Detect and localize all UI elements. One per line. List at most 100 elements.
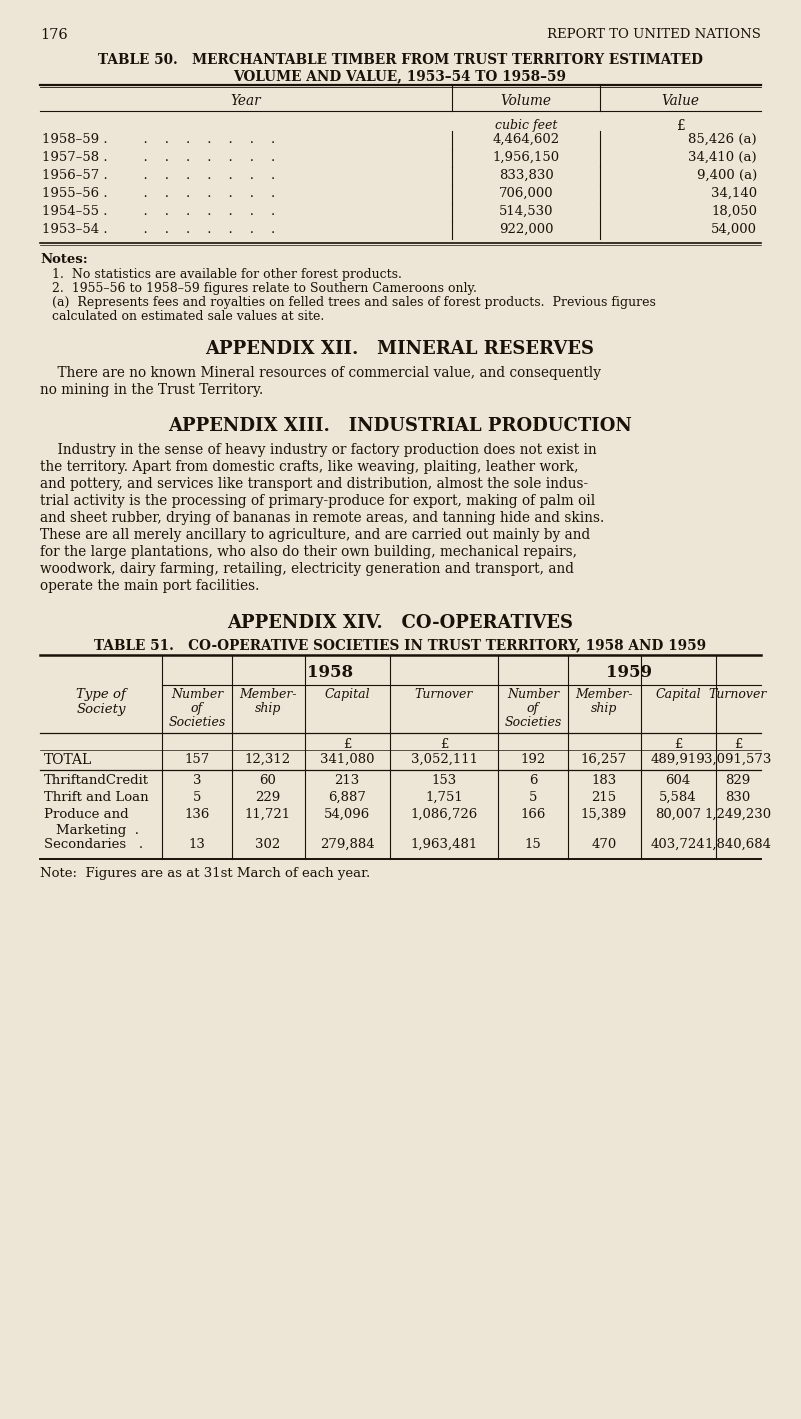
Text: 229: 229 bbox=[256, 790, 280, 805]
Text: .    .    .    .    .    .    .: . . . . . . . bbox=[135, 204, 276, 219]
Text: 6,887: 6,887 bbox=[328, 790, 366, 805]
Text: 166: 166 bbox=[521, 807, 545, 822]
Text: REPORT TO UNITED NATIONS: REPORT TO UNITED NATIONS bbox=[547, 28, 761, 41]
Text: APPENDIX XIV.   CO-OPERATIVES: APPENDIX XIV. CO-OPERATIVES bbox=[227, 614, 573, 631]
Text: 157: 157 bbox=[184, 753, 210, 766]
Text: 341,080: 341,080 bbox=[320, 753, 374, 766]
Text: 18,050: 18,050 bbox=[711, 204, 757, 219]
Text: Volume: Volume bbox=[501, 94, 552, 108]
Text: APPENDIX XII.   MINERAL RESERVES: APPENDIX XII. MINERAL RESERVES bbox=[206, 341, 594, 358]
Text: of: of bbox=[191, 702, 203, 715]
Text: Society: Society bbox=[76, 702, 126, 717]
Text: 15: 15 bbox=[525, 839, 541, 851]
Text: 1,249,230: 1,249,230 bbox=[704, 807, 771, 822]
Text: the territory. Apart from domestic crafts, like weaving, plaiting, leather work,: the territory. Apart from domestic craft… bbox=[40, 460, 578, 474]
Text: 9,400 (a): 9,400 (a) bbox=[697, 169, 757, 182]
Text: Type of: Type of bbox=[76, 688, 126, 701]
Text: Capital: Capital bbox=[324, 688, 370, 701]
Text: 1,956,150: 1,956,150 bbox=[493, 150, 560, 165]
Text: 60: 60 bbox=[260, 773, 276, 788]
Text: 213: 213 bbox=[334, 773, 360, 788]
Text: 1954–55 .: 1954–55 . bbox=[42, 204, 107, 219]
Text: calculated on estimated sale values at site.: calculated on estimated sale values at s… bbox=[40, 309, 324, 324]
Text: ThriftandCredit: ThriftandCredit bbox=[44, 773, 149, 788]
Text: 6: 6 bbox=[529, 773, 537, 788]
Text: 3: 3 bbox=[193, 773, 201, 788]
Text: 34,140: 34,140 bbox=[710, 187, 757, 200]
Text: TOTAL: TOTAL bbox=[44, 753, 92, 768]
Text: 34,410 (a): 34,410 (a) bbox=[688, 150, 757, 165]
Text: Thrift and Loan: Thrift and Loan bbox=[44, 790, 149, 805]
Text: 1,840,684: 1,840,684 bbox=[705, 839, 771, 851]
Text: 470: 470 bbox=[591, 839, 617, 851]
Text: ship: ship bbox=[591, 702, 618, 715]
Text: 54,000: 54,000 bbox=[711, 223, 757, 236]
Text: Number: Number bbox=[171, 688, 223, 701]
Text: There are no known Mineral resources of commercial value, and consequently: There are no known Mineral resources of … bbox=[40, 366, 601, 380]
Text: 192: 192 bbox=[521, 753, 545, 766]
Text: .    .    .    .    .    .    .: . . . . . . . bbox=[135, 133, 276, 146]
Text: 16,257: 16,257 bbox=[581, 753, 627, 766]
Text: Turnover: Turnover bbox=[415, 688, 473, 701]
Text: TABLE 51.   CO-OPERATIVE SOCIETIES IN TRUST TERRITORY, 1958 AND 1959: TABLE 51. CO-OPERATIVE SOCIETIES IN TRUS… bbox=[94, 639, 706, 651]
Text: 1.  No statistics are available for other forest products.: 1. No statistics are available for other… bbox=[40, 268, 402, 281]
Text: Societies: Societies bbox=[505, 717, 562, 729]
Text: 4,464,602: 4,464,602 bbox=[493, 133, 560, 146]
Text: Notes:: Notes: bbox=[40, 253, 88, 265]
Text: and sheet rubber, drying of bananas in remote areas, and tanning hide and skins.: and sheet rubber, drying of bananas in r… bbox=[40, 511, 604, 525]
Text: 1956–57 .: 1956–57 . bbox=[42, 169, 108, 182]
Text: 3,052,111: 3,052,111 bbox=[410, 753, 477, 766]
Text: .    .    .    .    .    .    .: . . . . . . . bbox=[135, 223, 276, 236]
Text: 1,086,726: 1,086,726 bbox=[410, 807, 477, 822]
Text: 153: 153 bbox=[432, 773, 457, 788]
Text: 5: 5 bbox=[529, 790, 537, 805]
Text: for the large plantations, who also do their own building, mechanical repairs,: for the large plantations, who also do t… bbox=[40, 545, 577, 559]
Text: 489,919: 489,919 bbox=[650, 753, 706, 766]
Text: Value: Value bbox=[661, 94, 699, 108]
Text: Secondaries   .: Secondaries . bbox=[44, 839, 143, 851]
Text: 279,884: 279,884 bbox=[320, 839, 374, 851]
Text: woodwork, dairy farming, retailing, electricity generation and transport, and: woodwork, dairy farming, retailing, elec… bbox=[40, 562, 574, 576]
Text: 215: 215 bbox=[591, 790, 617, 805]
Text: 706,000: 706,000 bbox=[499, 187, 553, 200]
Text: 12,312: 12,312 bbox=[245, 753, 291, 766]
Text: 403,724: 403,724 bbox=[650, 839, 706, 851]
Text: 3,091,573: 3,091,573 bbox=[704, 753, 771, 766]
Text: 1958–59 .: 1958–59 . bbox=[42, 133, 107, 146]
Text: TABLE 50.   MERCHANTABLE TIMBER FROM TRUST TERRITORY ESTIMATED: TABLE 50. MERCHANTABLE TIMBER FROM TRUST… bbox=[98, 53, 702, 67]
Text: 136: 136 bbox=[184, 807, 210, 822]
Text: 1958: 1958 bbox=[307, 664, 353, 681]
Text: £: £ bbox=[343, 738, 351, 751]
Text: 11,721: 11,721 bbox=[245, 807, 291, 822]
Text: 1959: 1959 bbox=[606, 664, 652, 681]
Text: Turnover: Turnover bbox=[709, 688, 767, 701]
Text: 302: 302 bbox=[256, 839, 280, 851]
Text: 5,584: 5,584 bbox=[659, 790, 697, 805]
Text: 922,000: 922,000 bbox=[499, 223, 553, 236]
Text: of: of bbox=[527, 702, 539, 715]
Text: 514,530: 514,530 bbox=[499, 204, 553, 219]
Text: Industry in the sense of heavy industry or factory production does not exist in: Industry in the sense of heavy industry … bbox=[40, 443, 597, 457]
Text: Capital: Capital bbox=[655, 688, 701, 701]
Text: 1,751: 1,751 bbox=[425, 790, 463, 805]
Text: 604: 604 bbox=[666, 773, 690, 788]
Text: 1,963,481: 1,963,481 bbox=[410, 839, 477, 851]
Text: .    .    .    .    .    .    .: . . . . . . . bbox=[135, 169, 276, 182]
Text: Marketing  .: Marketing . bbox=[56, 824, 139, 837]
Text: £: £ bbox=[440, 738, 449, 751]
Text: 830: 830 bbox=[726, 790, 751, 805]
Text: Year: Year bbox=[231, 94, 261, 108]
Text: VOLUME AND VALUE, 1953–54 TO 1958–59: VOLUME AND VALUE, 1953–54 TO 1958–59 bbox=[234, 70, 566, 82]
Text: .    .    .    .    .    .    .: . . . . . . . bbox=[135, 150, 276, 165]
Text: £: £ bbox=[674, 738, 682, 751]
Text: 13: 13 bbox=[188, 839, 205, 851]
Text: .    .    .    .    .    .    .: . . . . . . . bbox=[135, 187, 276, 200]
Text: 829: 829 bbox=[726, 773, 751, 788]
Text: £: £ bbox=[734, 738, 743, 751]
Text: Number: Number bbox=[507, 688, 559, 701]
Text: ship: ship bbox=[255, 702, 281, 715]
Text: (a)  Represents fees and royalties on felled trees and sales of forest products.: (a) Represents fees and royalties on fel… bbox=[40, 297, 656, 309]
Text: APPENDIX XIII.   INDUSTRIAL PRODUCTION: APPENDIX XIII. INDUSTRIAL PRODUCTION bbox=[168, 417, 632, 436]
Text: trial activity is the processing of primary-produce for export, making of palm o: trial activity is the processing of prim… bbox=[40, 494, 595, 508]
Text: Produce and: Produce and bbox=[44, 807, 129, 822]
